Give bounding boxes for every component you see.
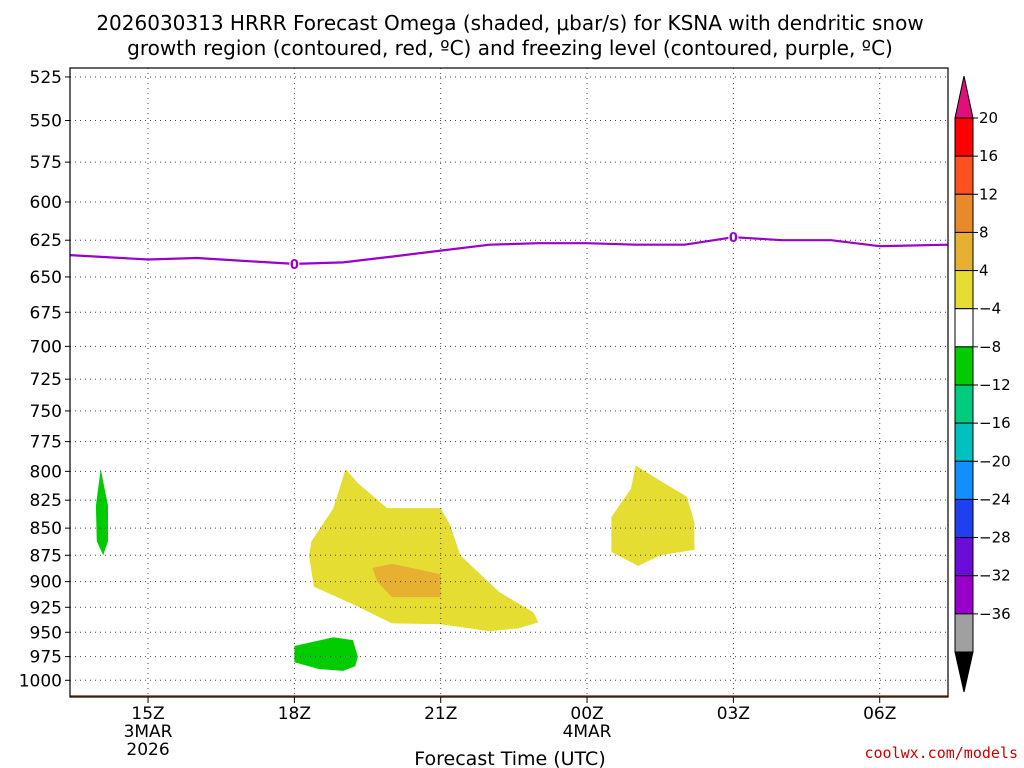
colorbar-swatch-4 [954, 270, 974, 310]
colorbar-label-10: −24 [979, 490, 1011, 508]
y-tick-label-600: 600 [30, 193, 62, 213]
freezing-level-line [69, 236, 949, 266]
y-tick-label-1000: 1000 [19, 671, 62, 691]
x-tick-date-00Z: 4MAR [563, 722, 612, 742]
colorbar-swatch-12 [954, 575, 974, 615]
colorbar-label-8: −16 [979, 414, 1011, 432]
y-tick-label-750: 750 [30, 402, 62, 422]
colorbar-label-6: −8 [979, 338, 1001, 356]
x-tick-year-15Z: 2026 [126, 740, 169, 760]
colorbar-label-12: −32 [979, 567, 1011, 585]
x-tick-label-15Z: 15Z [131, 704, 164, 724]
colorbar-swatch-0 [954, 117, 974, 157]
colorbar-label-13: −36 [979, 605, 1011, 623]
omega-area-positive-yellow-right [611, 465, 695, 566]
colorbar-swatch-5 [954, 308, 974, 348]
x-tick-label-21Z: 21Z [424, 704, 457, 724]
x-tick-date-15Z: 3MAR [124, 722, 173, 742]
colorbar-top-arrow [954, 75, 974, 119]
colorbar-swatch-1 [954, 155, 974, 195]
colorbar-label-7: −12 [979, 376, 1011, 394]
chart-title-line2: growth region (contoured, red, ºC) and f… [127, 36, 893, 60]
y-tick-label-800: 800 [30, 462, 62, 482]
chart-title-line1: 2026030313 HRRR Forecast Omega (shaded, … [96, 11, 923, 35]
y-tick-label-575: 575 [30, 153, 62, 173]
x-axis-title: Forecast Time (UTC) [414, 748, 605, 768]
y-tick-label-975: 975 [30, 648, 62, 668]
colorbar-swatch-3 [954, 231, 974, 272]
omega-area-positive-yellow-main [309, 469, 539, 632]
colorbar-swatch-7 [954, 384, 974, 424]
plot-frame [69, 67, 949, 698]
y-tick-label-950: 950 [30, 623, 62, 643]
plot-area: 525 550 575 600 625 650 675 700 725 750 775 800 825 8… [19, 67, 949, 760]
x-tick-label-06Z: 06Z [863, 704, 896, 724]
colorbar-swatch-11 [954, 537, 974, 577]
y-tick-label-775: 775 [30, 433, 62, 453]
y-tick-label-725: 725 [30, 370, 62, 390]
colorbar-swatch-2 [954, 193, 974, 233]
freezing-label-bg-1 [728, 230, 739, 244]
freezing-label-bg-0 [289, 256, 300, 270]
freezing-level-label-1: 0 [729, 231, 738, 246]
colorbar-swatch-10 [954, 498, 974, 539]
colorbar: 20 16 12 8 4 −4 −8 −12 −16 −20 −24 −28 −32 −36 [954, 75, 1011, 693]
y-tick-label-900: 900 [30, 573, 62, 593]
colorbar-swatch-8 [954, 422, 974, 462]
x-tick-label-00Z: 00Z [570, 704, 603, 724]
colorbar-label-9: −20 [979, 452, 1011, 470]
colorbar-label-0: 20 [979, 109, 998, 127]
credit-text[interactable]: coolwx.com/models [864, 744, 1018, 762]
colorbar-label-2: 12 [979, 185, 998, 203]
omega-area-upward-green-bottom [294, 637, 358, 671]
y-tick-label-650: 650 [30, 268, 62, 288]
colorbar-label-3: 8 [979, 223, 989, 241]
y-tick-label-625: 625 [30, 231, 62, 251]
y-tick-label-925: 925 [30, 598, 62, 618]
y-tick-label-675: 675 [30, 303, 62, 323]
colorbar-swatch-9 [954, 460, 974, 500]
omega-area-upward-green-left [95, 469, 108, 556]
y-tick-label-525: 525 [30, 68, 62, 88]
colorbar-label-5: −4 [979, 300, 1001, 318]
y-tick-label-700: 700 [30, 337, 62, 357]
y-tick-label-850: 850 [30, 519, 62, 539]
x-tick-label-03Z: 03Z [717, 704, 750, 724]
y-tick-label-825: 825 [30, 491, 62, 511]
omega-area-positive-orange-core [372, 563, 441, 598]
terrain-strip [70, 695, 948, 697]
colorbar-label-4: 4 [979, 262, 989, 280]
x-tick-label-18Z: 18Z [278, 704, 311, 724]
freezing-level-label-0: 0 [290, 258, 299, 273]
y-tick-label-875: 875 [30, 546, 62, 566]
y-tick-label-550: 550 [30, 112, 62, 132]
colorbar-swatch-13 [954, 613, 974, 653]
colorbar-label-11: −28 [979, 529, 1011, 547]
colorbar-swatch-6 [954, 346, 974, 386]
colorbar-label-1: 16 [979, 147, 998, 165]
colorbar-bottom-arrow [954, 651, 974, 693]
